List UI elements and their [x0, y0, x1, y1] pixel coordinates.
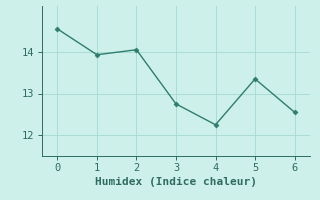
X-axis label: Humidex (Indice chaleur): Humidex (Indice chaleur) [95, 177, 257, 187]
